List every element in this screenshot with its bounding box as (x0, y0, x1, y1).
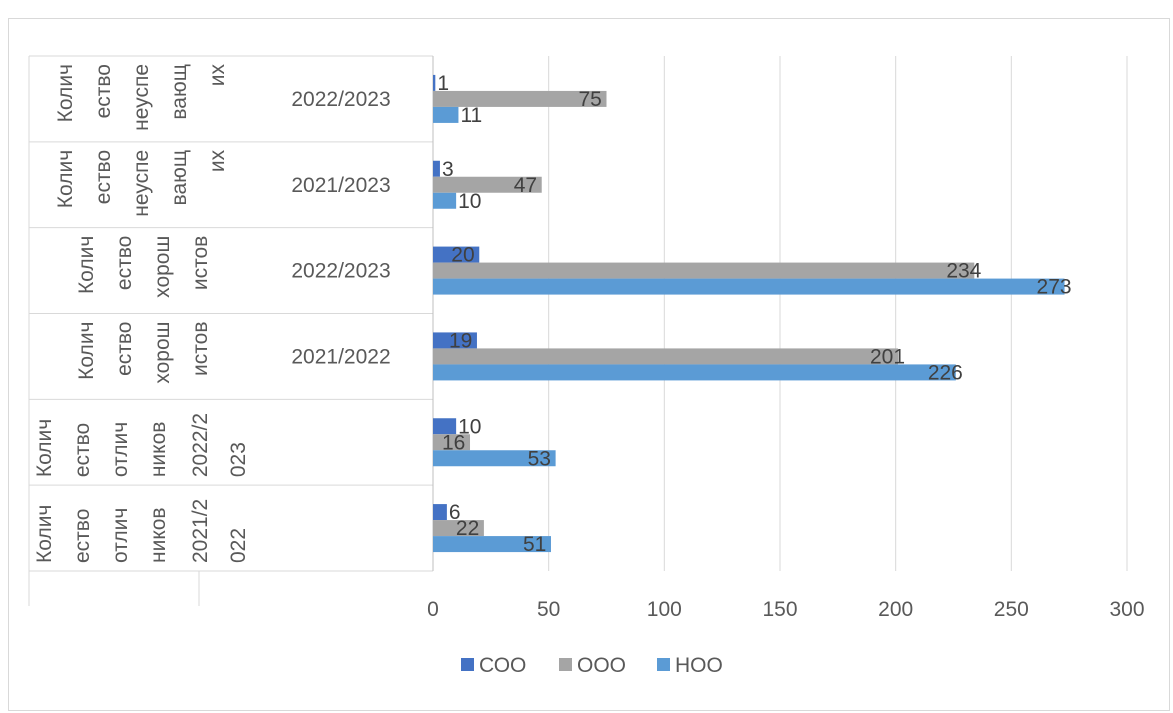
category-label: 2022/2023 (291, 88, 390, 111)
legend-label: ООО (577, 654, 626, 677)
x-tick-label: 250 (994, 598, 1029, 621)
bar-СОО (433, 332, 477, 349)
bar-ООО (433, 176, 542, 193)
category-label: 2021/2022 (291, 345, 390, 368)
category-group-label: ников (147, 422, 170, 478)
bar-ООО (433, 90, 607, 107)
data-label: 3 (442, 158, 454, 181)
data-label: 22 (456, 517, 479, 540)
category-year-label: 022 (227, 528, 250, 563)
x-tick-label: 300 (1109, 598, 1144, 621)
bar-СОО (433, 504, 447, 521)
category-group-label: неуспе (130, 64, 153, 131)
bar-НОО (433, 450, 556, 467)
data-label: 53 (528, 447, 551, 470)
data-label: 226 (928, 361, 963, 384)
data-label: 201 (870, 345, 905, 368)
category-year-label: 023 (227, 442, 250, 477)
legend-swatch-СОО (461, 658, 474, 671)
data-label: 51 (523, 533, 546, 556)
bar-ООО (433, 520, 484, 537)
category-group-label: Колич (75, 236, 98, 294)
category-group-label: Колич (33, 505, 56, 563)
category-group-label: ество (92, 150, 115, 204)
category-group-label: Колич (54, 64, 77, 122)
x-tick-label: 100 (647, 598, 682, 621)
data-label: 16 (442, 431, 465, 454)
category-label: 2021/2023 (291, 174, 390, 197)
category-group-label: истов (189, 322, 212, 376)
category-group-label: вающ (168, 150, 191, 206)
bar-СОО (433, 246, 480, 263)
category-group-label: Колич (54, 150, 77, 208)
data-label: 1 (437, 72, 449, 95)
data-label: 273 (1037, 276, 1072, 299)
category-group-label: ество (71, 423, 94, 477)
data-label: 234 (946, 260, 981, 283)
bar-ООО (433, 262, 975, 279)
category-group-label: истов (189, 236, 212, 290)
x-tick-label: 200 (878, 598, 913, 621)
bar-ООО (433, 434, 471, 451)
data-label: 47 (514, 174, 537, 197)
bar-НОО (433, 364, 956, 381)
bar-ООО (433, 348, 898, 365)
bar-НОО (433, 192, 457, 209)
bar-НОО (433, 278, 1065, 295)
category-group-label: отлич (109, 422, 132, 477)
category-group-label: неуспе (130, 150, 153, 217)
data-label: 6 (449, 501, 461, 524)
bar-СОО (433, 74, 436, 91)
category-group-label: ников (147, 507, 170, 563)
category-group-label: хорош (151, 322, 174, 384)
data-label: 20 (451, 244, 474, 267)
category-group-label: отлич (109, 508, 132, 563)
category-group-label: вающ (168, 64, 191, 120)
legend-swatch-НОО (657, 658, 670, 671)
data-label: 11 (460, 104, 482, 127)
data-label: 10 (458, 190, 481, 213)
data-label: 75 (579, 88, 602, 111)
legend-label: НОО (675, 654, 723, 677)
x-tick-label: 0 (427, 598, 439, 621)
data-label: 19 (449, 329, 472, 352)
bar-СОО (433, 160, 440, 177)
category-group-label: их (206, 64, 229, 87)
category-group-label: Колич (33, 419, 56, 477)
category-group-label: ество (113, 322, 136, 376)
chart-frame: Колич ество отлич ников 2021/2 022 Колич ество о… (8, 18, 1170, 711)
category-group-label: ество (71, 509, 94, 563)
legend-label: СОО (479, 654, 526, 677)
legend-swatch-ООО (559, 658, 572, 671)
x-tick-label: 50 (537, 598, 560, 621)
bar-НОО (433, 536, 551, 553)
category-year-label: 2022/2 (189, 413, 212, 477)
category-group-label: хорош (151, 236, 174, 298)
x-tick-label: 150 (762, 598, 797, 621)
category-group-label: ество (113, 236, 136, 290)
bar-СОО (433, 418, 457, 435)
category-year-label: 2021/2 (189, 499, 212, 563)
category-group-label: Колич (75, 322, 98, 380)
category-group-label: ество (92, 64, 115, 118)
category-group-label: их (206, 149, 229, 172)
bar-НОО (433, 106, 459, 123)
category-label: 2022/2023 (291, 260, 390, 283)
data-label: 10 (458, 415, 481, 438)
